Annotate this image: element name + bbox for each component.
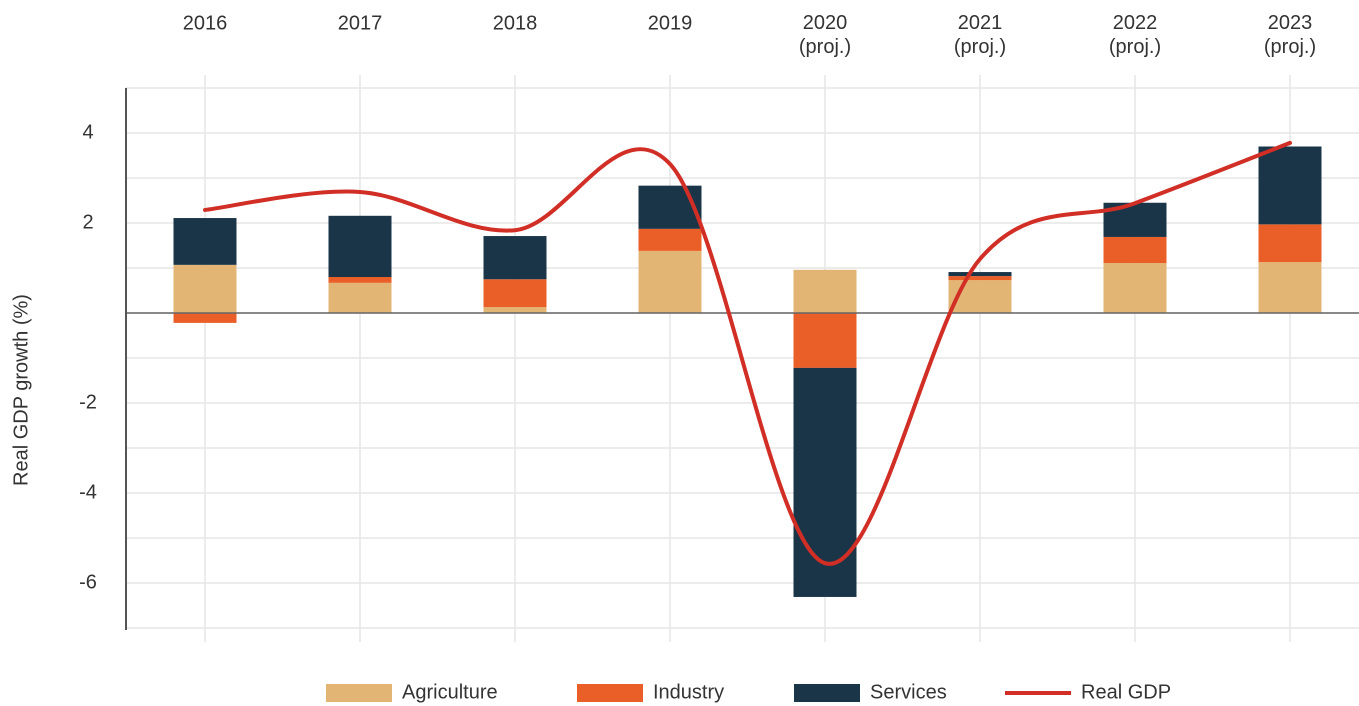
bar bbox=[1258, 262, 1322, 313]
bar bbox=[173, 313, 237, 323]
legend-swatch bbox=[326, 684, 392, 702]
x-tick-label: 2022 (proj.) bbox=[1109, 12, 1161, 58]
bar bbox=[173, 218, 237, 265]
y-tick-label: 2 bbox=[82, 211, 93, 233]
y-tick-label: 4 bbox=[82, 121, 93, 143]
y-axis-label: Real GDP growth (%) bbox=[10, 294, 32, 486]
bar bbox=[948, 272, 1012, 277]
bar bbox=[483, 307, 547, 313]
bar bbox=[173, 264, 237, 313]
bar bbox=[638, 185, 702, 229]
bar bbox=[1103, 236, 1167, 264]
bar bbox=[1103, 263, 1167, 313]
x-tick-label: 2017 bbox=[338, 12, 383, 34]
x-tick-label: 2019 bbox=[648, 12, 693, 34]
x-tick-label: 2023 (proj.) bbox=[1264, 12, 1316, 58]
bar bbox=[793, 313, 857, 368]
x-tick-label: 2020 (proj.) bbox=[799, 12, 851, 58]
bar bbox=[483, 279, 547, 308]
bar bbox=[638, 228, 702, 251]
bar bbox=[328, 282, 392, 313]
legend-label: Agriculture bbox=[402, 681, 498, 703]
legend-swatch bbox=[794, 684, 860, 702]
x-tick-label: 2016 bbox=[183, 12, 228, 34]
bar bbox=[1258, 146, 1322, 225]
bar bbox=[483, 236, 547, 280]
y-tick-label: -4 bbox=[79, 481, 97, 503]
bar bbox=[1258, 224, 1322, 263]
y-tick-label: -6 bbox=[79, 571, 97, 593]
legend-swatch bbox=[577, 684, 643, 702]
bar bbox=[793, 269, 857, 313]
legend-label: Services bbox=[870, 681, 947, 703]
legend-label: Industry bbox=[653, 681, 724, 703]
bar bbox=[328, 215, 392, 277]
x-tick-label: 2021 (proj.) bbox=[954, 12, 1006, 58]
line bbox=[203, 140, 1292, 566]
y-tick-label: -2 bbox=[79, 391, 97, 413]
bar bbox=[793, 367, 857, 597]
legend-label: Real GDP bbox=[1081, 681, 1171, 703]
x-tick-label: 2018 bbox=[493, 12, 538, 34]
bar bbox=[638, 250, 702, 313]
bar bbox=[328, 277, 392, 283]
bar bbox=[948, 276, 1012, 281]
